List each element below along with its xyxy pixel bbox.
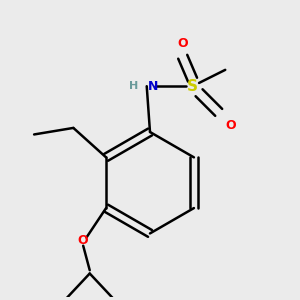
Text: O: O bbox=[177, 37, 188, 50]
Text: S: S bbox=[187, 79, 198, 94]
Text: H: H bbox=[129, 81, 139, 91]
Text: O: O bbox=[225, 119, 236, 132]
Text: O: O bbox=[78, 234, 88, 247]
Text: N: N bbox=[148, 80, 159, 93]
